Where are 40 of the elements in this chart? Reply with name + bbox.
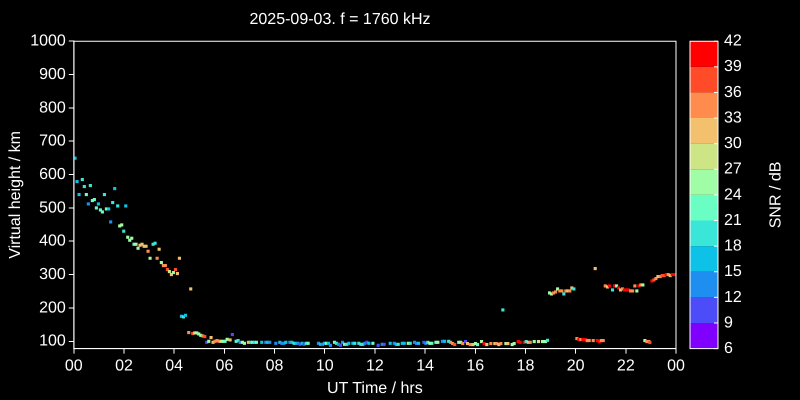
y-tick-label: 300 — [39, 266, 66, 283]
color-bar-label: 42 — [724, 32, 742, 50]
color-bar-label: 21 — [724, 212, 742, 229]
color-bar-label: 6 — [724, 340, 733, 358]
y-axis-title: Virtual height / km — [7, 131, 24, 259]
x-tick-label: 04 — [165, 358, 184, 375]
x-tick-label: 00 — [667, 358, 685, 375]
y-tick-label: 1000 — [30, 32, 66, 50]
x-tick-label: 06 — [215, 358, 234, 375]
color-bar-label: 24 — [724, 186, 742, 204]
x-tick-label: 18 — [516, 358, 534, 375]
y-tick-label: 500 — [39, 199, 66, 216]
color-bar-label: 30 — [724, 135, 742, 152]
y-tick-label: 600 — [39, 166, 66, 183]
x-tick-label: 10 — [316, 358, 334, 375]
color-bar-label: 27 — [724, 160, 742, 178]
color-bar-label: 33 — [724, 109, 742, 126]
y-tick-label: 100 — [39, 332, 66, 350]
x-tick-label: 20 — [566, 358, 585, 375]
x-tick-label: 16 — [466, 358, 484, 375]
color-bar-title: SNR / dB — [767, 162, 784, 228]
x-tick-label: 14 — [416, 358, 434, 375]
chart-title: 2025-09-03. f = 1760 kHz — [249, 11, 431, 28]
x-tick-label: 08 — [266, 358, 284, 375]
color-bar-label: 15 — [724, 263, 742, 280]
x-tick-label: 22 — [616, 358, 635, 375]
y-tick-label: 800 — [39, 99, 66, 116]
color-bar-label: 18 — [724, 238, 742, 255]
color-bar-label: 36 — [724, 84, 742, 101]
color-bar-label: 9 — [724, 314, 733, 332]
y-tick-label: 900 — [39, 66, 66, 83]
x-tick-label: 12 — [366, 358, 384, 375]
x-tick-label: 00 — [64, 358, 83, 375]
y-tick-label: 700 — [39, 132, 66, 150]
color-bar-label: 39 — [724, 58, 742, 76]
x-tick-label: 02 — [115, 358, 133, 375]
y-tick-label: 400 — [39, 232, 66, 250]
x-axis-title: UT Time / hrs — [327, 380, 423, 397]
y-tick-label: 200 — [39, 299, 66, 316]
color-bar-label: 12 — [724, 288, 742, 306]
